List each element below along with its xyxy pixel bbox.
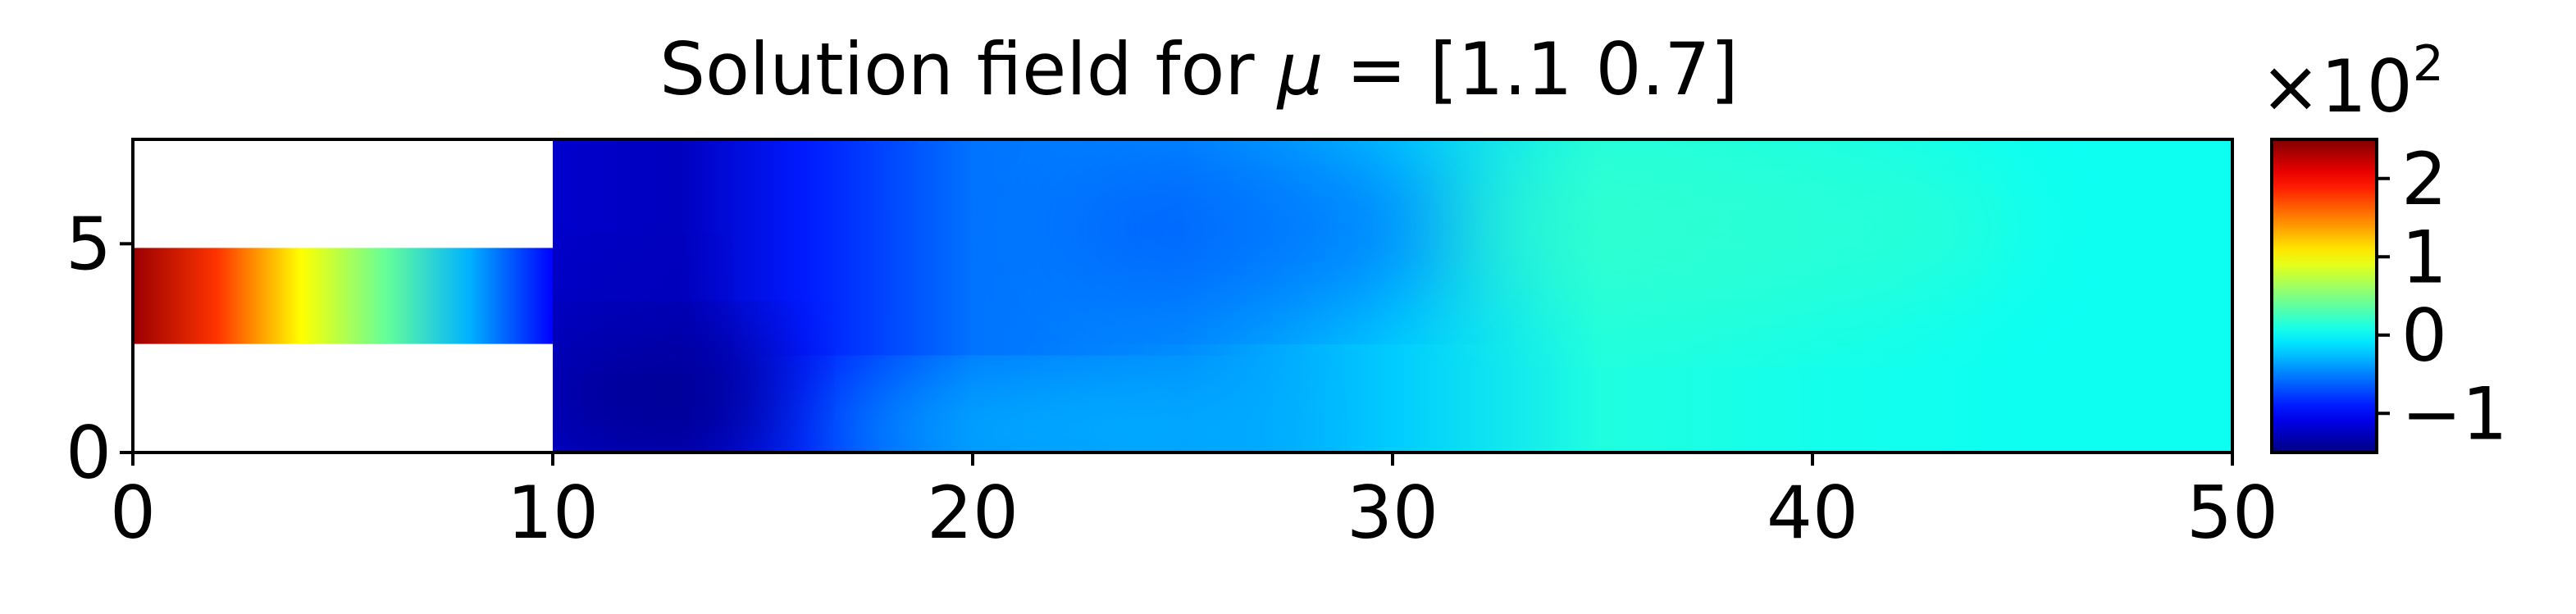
x-tick-label: 30 [1347,471,1438,555]
title-prefix: Solution field for [659,27,1277,111]
colorbar-gradient [2270,138,2378,454]
x-tick-label: 50 [2186,471,2278,555]
colorbar-tick-label: 1 [2401,215,2447,299]
upper-recirculation-blob [1056,143,1477,311]
y-tick-label: 5 [66,202,112,286]
jet-exit-blob [553,252,700,352]
x-tick-label: 20 [927,471,1019,555]
colorbar-multiplier-base: ×10 [2260,44,2413,129]
axes-frame [131,138,2234,454]
colorbar-multiplier-exponent: 2 [2413,35,2444,93]
x-tick-label: 0 [110,471,156,555]
lower-wall-recovery-blob [805,377,1267,453]
title-suffix: = [1.1 0.7] [1324,27,1739,111]
colorbar-tick-label: −1 [2401,371,2508,456]
downstream-high-blob [1434,139,2022,328]
colorbar-tick-label: 0 [2401,293,2447,378]
y-tick-label: 0 [66,411,112,495]
x-tick-label: 10 [507,471,599,555]
inlet-channel-field [133,248,553,344]
y-axis: 05 [66,202,133,495]
x-tick-label: 40 [1767,471,1858,555]
colorbar-multiplier: ×102 [2260,35,2444,129]
colorbar-tick-label: 2 [2401,137,2447,221]
chamber-field-features [553,139,2022,453]
plot-area [131,138,2234,454]
chart-title: Solution field for μ = [1.1 0.7] [659,27,1739,111]
x-axis: 0 10 20 30 40 50 [110,453,2278,555]
low-pressure-core-blob [553,327,784,453]
title-mu-symbol: μ [1276,27,1324,111]
